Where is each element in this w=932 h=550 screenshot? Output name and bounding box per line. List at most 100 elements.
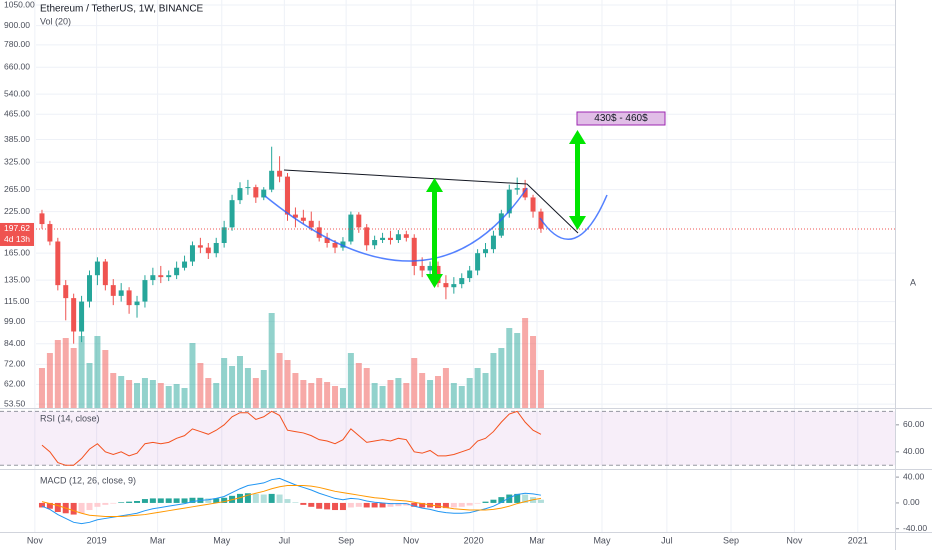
volume-bar (213, 383, 220, 408)
macd-histogram-bar (514, 493, 521, 503)
macd-histogram-bar (173, 498, 180, 503)
candle-body (395, 234, 401, 241)
candle-body (419, 265, 425, 271)
macd-histogram-bar (86, 502, 93, 511)
macd-histogram-bar (221, 497, 228, 503)
candle-body (411, 237, 417, 266)
macd-histogram-bar (54, 502, 61, 512)
volume-bar (403, 383, 410, 408)
y-tick-label: 900.00 (4, 20, 30, 30)
y-tick-label: 540.00 (4, 88, 30, 98)
volume-bar (419, 373, 426, 408)
volume-bar (181, 388, 188, 408)
candle-body (324, 237, 330, 243)
candle-body (490, 235, 496, 250)
volume-bar (236, 356, 243, 408)
candle-body (47, 224, 53, 242)
candle-body (245, 187, 251, 189)
macd-histogram-bar (38, 502, 45, 508)
candle-body (459, 278, 465, 285)
candle-body (102, 261, 108, 286)
candle-body (158, 275, 164, 278)
candle-body (530, 197, 536, 212)
macd-histogram-bar (300, 502, 307, 505)
macd-histogram-bar (308, 502, 315, 507)
volume-bar (450, 383, 457, 408)
volume-bar (252, 378, 259, 408)
macd-histogram-bar (490, 499, 497, 503)
macd-histogram-bar (110, 502, 117, 504)
macd-histogram-bar (371, 502, 378, 508)
volume-bar (347, 353, 354, 408)
candle-body (451, 284, 457, 288)
trend-line (283, 169, 579, 234)
volume-bar (110, 373, 117, 408)
macd-histogram-bar (141, 499, 148, 503)
volume-bar (78, 336, 85, 408)
macd-histogram-bar (347, 502, 354, 508)
volume-bar (244, 368, 251, 408)
y-tick-label: -40.00 (903, 523, 927, 533)
macd-histogram-bar (419, 502, 426, 508)
y-tick-label: 385.00 (4, 134, 30, 144)
macd-histogram-bar (339, 502, 346, 511)
volume-bar (339, 388, 346, 408)
candle-body (142, 280, 148, 302)
candle-body (348, 214, 354, 242)
macd-histogram-bar (522, 494, 529, 503)
volume-bar (363, 368, 370, 408)
green-arrow (426, 178, 443, 288)
drawings: 430$ - 460$ (264, 111, 666, 288)
candle-body (483, 249, 489, 254)
grid-layer (34, 0, 895, 532)
volume-bar (94, 336, 101, 408)
candle-body (403, 234, 409, 238)
x-tick-label: Nov (403, 535, 420, 545)
handle-curve (539, 194, 608, 240)
candle-body (79, 301, 85, 332)
rsi-line (41, 410, 542, 466)
macd-histogram-bar (442, 502, 449, 509)
y-tick-label: 53.50 (4, 398, 26, 408)
y-tick-label: 60.00 (903, 419, 925, 429)
candle-body (63, 285, 69, 299)
volume-bar (276, 353, 283, 408)
volume-bar (134, 383, 141, 408)
macd-histogram-bar (46, 502, 53, 509)
macd-histogram-bar (395, 502, 402, 507)
macd-histogram-bar (252, 493, 259, 503)
macd-histogram-bar (157, 498, 164, 503)
y-tick-label: 660.00 (4, 62, 30, 72)
volume-bar (371, 383, 378, 408)
candle-body (514, 188, 520, 190)
macd-histogram-bar (482, 501, 489, 503)
x-tick-label: Sep (723, 535, 739, 545)
volume-bar (379, 386, 386, 408)
macd-histogram-bar (411, 502, 418, 507)
volume-bar (86, 363, 93, 408)
candle-body (269, 170, 275, 190)
y-tick-label: 62.00 (4, 379, 26, 389)
volume-bar (434, 376, 441, 408)
macd-histogram-bar (387, 502, 394, 507)
candle-body (237, 188, 243, 201)
candle-body (277, 170, 283, 177)
volume-bar (300, 380, 307, 408)
candle-body (356, 214, 362, 228)
volume-bar (458, 386, 465, 408)
candle-body (387, 237, 393, 241)
macd-histogram-bar (181, 498, 188, 503)
x-tick-label: Nov (786, 535, 803, 545)
volume-bar (387, 380, 394, 408)
macd-histogram-bar (498, 497, 505, 503)
volume-bar (466, 378, 473, 408)
candle-body (443, 283, 449, 288)
y-tick-label: 135.00 (4, 274, 30, 284)
annotation-box (576, 111, 666, 126)
volume-bar (506, 328, 513, 408)
candle-body (94, 261, 100, 276)
candle-body (221, 227, 227, 243)
auto-scale-button[interactable]: A (910, 277, 916, 287)
macd-histogram-bar (450, 502, 457, 508)
candle-body (522, 188, 528, 198)
